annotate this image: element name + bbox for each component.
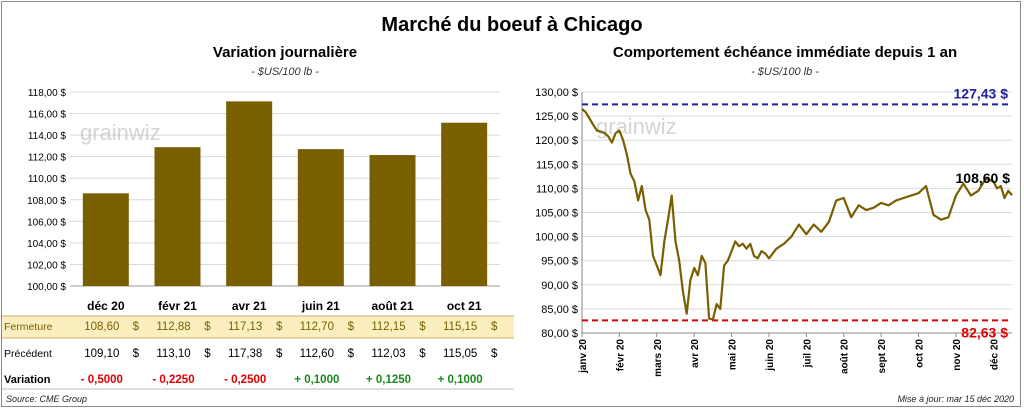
- bar-y-tick-label: 100,00 $: [27, 282, 66, 293]
- bar-3: [297, 149, 344, 286]
- bar-y-tick-label: 110,00 $: [28, 174, 67, 185]
- line-watermark: grainwiz: [596, 114, 677, 139]
- table-cell-currency: $: [133, 321, 140, 333]
- bar-y-tick-label: 108,00 $: [27, 196, 66, 207]
- line-y-tick-label: 95,00 $: [541, 256, 578, 268]
- line-x-tick-label: mars 20: [653, 339, 664, 377]
- bar-y-tick-label: 118,00 $: [28, 88, 67, 99]
- line-x-tick-label: mai 20: [728, 339, 739, 371]
- table-cell-currency: $: [204, 348, 211, 360]
- line-chart-unit: - $US/100 lb -: [751, 66, 819, 78]
- bar-y-tick-label: 112,00 $: [28, 153, 67, 164]
- table-cell-currency: $: [491, 348, 498, 360]
- last-value-label: 108,60 $: [956, 170, 1011, 186]
- bar-4: [369, 155, 416, 286]
- table-cell-currency: $: [276, 348, 283, 360]
- table-cell-currency: $: [419, 348, 426, 360]
- table-cell: 108,60: [84, 321, 119, 333]
- line-x-tick-label: janv 20: [578, 339, 589, 374]
- table-cell: 112,03: [371, 348, 405, 360]
- bar-chart-unit: - $US/100 lb -: [251, 66, 319, 78]
- min-label: 82,63 $: [961, 324, 1008, 340]
- line-x-tick-label: sept 20: [877, 339, 888, 374]
- table-cell-currency: $: [276, 321, 283, 333]
- line-x-tick-label: juin 20: [765, 339, 776, 372]
- table-cell-currency: $: [491, 321, 498, 333]
- table-cell: 112,15: [371, 321, 405, 333]
- table-cell: - 0,2500: [224, 374, 266, 386]
- line-chart-title: Comportement échéance immédiate depuis 1…: [612, 44, 958, 61]
- line-x-tick-label: août 20: [840, 339, 851, 374]
- line-y-tick-label: 120,00 $: [535, 135, 578, 147]
- line-x-tick-label: avr 20: [690, 339, 701, 368]
- line-y-tick-label: 115,00 $: [536, 159, 578, 171]
- table-cell: 112,88: [156, 321, 190, 333]
- table-cell: 109,10: [84, 348, 119, 360]
- table-cell-currency: $: [348, 348, 355, 360]
- max-label: 127,43 $: [954, 85, 1009, 101]
- bar-category-label: juin 21: [301, 299, 340, 313]
- bar-chart-title: Variation journalière: [212, 44, 358, 61]
- line-x-tick-label: nov 20: [952, 339, 963, 371]
- line-y-tick-label: 125,00 $: [535, 111, 578, 123]
- line-x-tick-label: oct 20: [915, 339, 926, 368]
- bar-y-tick-label: 116,00 $: [28, 110, 67, 121]
- table-cell: 117,38: [228, 348, 262, 360]
- bar-category-label: déc 20: [87, 299, 125, 313]
- line-x-tick-label: déc 20: [989, 339, 1000, 371]
- line-x-tick-label: juil 20: [802, 339, 813, 369]
- bar-2: [226, 101, 273, 286]
- bar-5: [441, 122, 488, 286]
- table-cell-currency: $: [204, 321, 211, 333]
- table-cell: - 0,5000: [81, 374, 123, 386]
- table-cell: 115,15: [443, 321, 477, 333]
- bar-y-tick-label: 104,00 $: [27, 239, 66, 250]
- bar-category-label: août 21: [371, 299, 413, 313]
- table-cell: 117,13: [228, 321, 262, 333]
- table-cell: + 0,1000: [294, 374, 339, 386]
- line-x-tick-label: févr 20: [615, 339, 626, 372]
- table-cell: 115,05: [443, 348, 477, 360]
- table-cell-currency: $: [348, 321, 355, 333]
- line-y-tick-label: 100,00 $: [535, 232, 578, 244]
- table-row-label: Fermeture: [4, 321, 53, 333]
- table-cell: 113,10: [156, 348, 190, 360]
- update-note: Mise à jour: mar 15 déc 2020: [897, 394, 1014, 404]
- table-cell: + 0,1000: [438, 374, 483, 386]
- bar-0: [82, 193, 129, 286]
- bar-watermark: grainwiz: [80, 120, 161, 145]
- table-cell-currency: $: [133, 348, 140, 360]
- bar-y-tick-label: 114,00 $: [28, 131, 67, 142]
- table-row-label: Variation: [4, 374, 51, 386]
- line-y-tick-label: 130,00 $: [535, 87, 578, 99]
- line-y-tick-label: 90,00 $: [541, 280, 578, 292]
- table-row-highlight: [2, 316, 514, 338]
- table-cell: 112,60: [300, 348, 334, 360]
- table-row-label: Précédent: [4, 348, 52, 360]
- bar-y-tick-label: 106,00 $: [27, 217, 66, 228]
- bar-y-tick-label: 102,00 $: [27, 260, 66, 271]
- bar-category-label: avr 21: [232, 299, 267, 313]
- table-cell: 112,70: [300, 321, 334, 333]
- price-series-line: [581, 108, 1013, 321]
- table-cell: - 0,2250: [152, 374, 194, 386]
- line-y-tick-label: 105,00 $: [535, 208, 578, 220]
- line-y-tick-label: 80,00 $: [541, 328, 578, 340]
- line-y-tick-label: 85,00 $: [541, 304, 578, 316]
- table-cell: + 0,1250: [366, 374, 411, 386]
- bar-category-label: févr 21: [158, 299, 197, 313]
- page-title: Marché du boeuf à Chicago: [381, 14, 643, 36]
- line-y-tick-label: 110,00 $: [536, 183, 578, 195]
- bar-category-label: oct 21: [447, 299, 482, 313]
- bar-1: [154, 147, 201, 286]
- table-cell-currency: $: [419, 321, 426, 333]
- source-note: Source: CME Group: [6, 394, 88, 404]
